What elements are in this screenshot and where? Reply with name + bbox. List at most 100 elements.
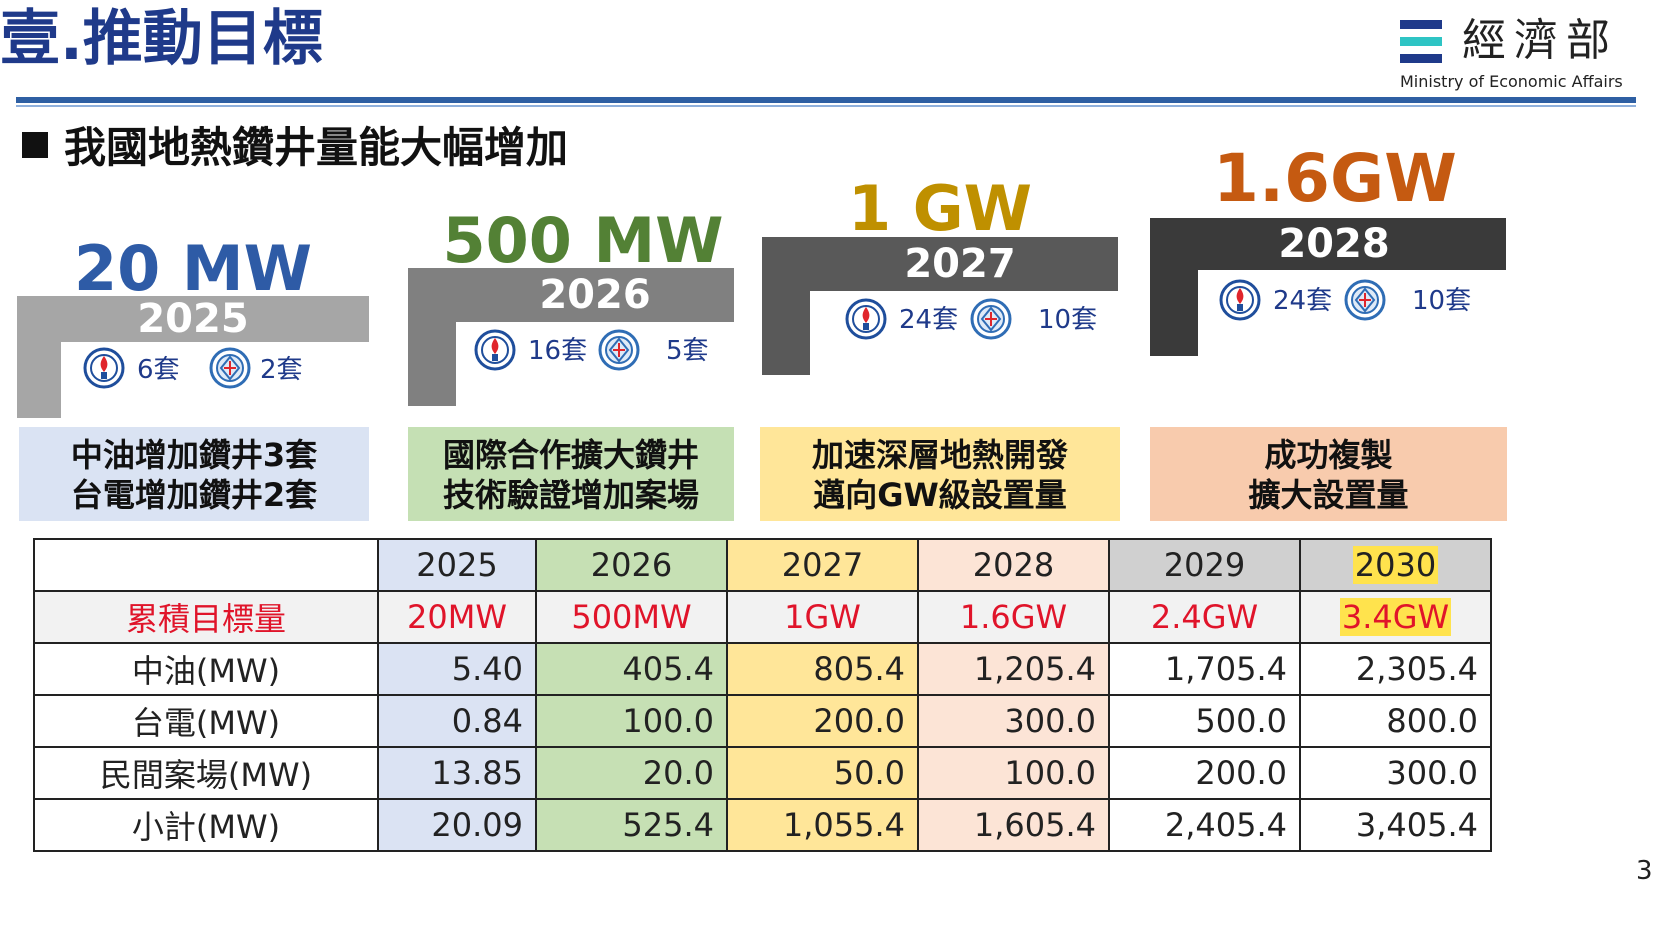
cell: 500MW (535, 590, 728, 644)
goal-line-1: 成功複製 (1264, 436, 1393, 474)
cell: 20.09 (377, 798, 537, 852)
row-label: 中油(MW) (33, 642, 379, 696)
year-header-2026: 2026 (535, 538, 728, 592)
cell: 200.0 (1108, 746, 1301, 800)
highlight-3.4gw: 3.4GW (1339, 598, 1452, 636)
cpc-emblem-icon (83, 347, 125, 389)
cell: 3.4GW (1299, 590, 1492, 644)
milestone-year-2025: 2025 (137, 296, 249, 342)
cell: 100.0 (535, 694, 728, 748)
cell: 13.85 (377, 746, 537, 800)
milestone-target-2027: 1 GW (847, 172, 1032, 245)
cpc-count-2028: 24套 (1273, 286, 1333, 316)
cell: 1,205.4 (917, 642, 1110, 696)
table-row: 民間案場(MW) 13.85 20.0 50.0 100.0 200.0 300… (33, 746, 1492, 800)
cell: 3,405.4 (1299, 798, 1492, 852)
section-subtitle: 我國地熱鑽井量能大幅增加 (22, 118, 568, 178)
goal-box-2026: 國際合作擴大鑽井 技術驗證增加案場 (408, 427, 734, 521)
cell: 1GW (726, 590, 919, 644)
cell: 2.4GW (1108, 590, 1301, 644)
taipower-count-2027: 10套 (1038, 305, 1098, 335)
cell: 20MW (377, 590, 537, 644)
cell: 800.0 (1299, 694, 1492, 748)
cpc-count-2026: 16套 (528, 336, 588, 366)
cpc-count-2027: 24套 (899, 305, 959, 335)
milestone-stair-2025: 2025 (17, 296, 369, 418)
cell: 20.0 (535, 746, 728, 800)
cell: 805.4 (726, 642, 919, 696)
goal-box-2027: 加速深層地熱開發 邁向GW級設置量 (760, 427, 1120, 521)
cell: 525.4 (535, 798, 728, 852)
cell: 5.40 (377, 642, 537, 696)
logo-chinese-name: 經濟部 (1462, 15, 1618, 66)
goal-line-1: 國際合作擴大鑽井 (442, 436, 699, 474)
header-divider-thin (16, 105, 1636, 107)
goal-box-2028: 成功複製 擴大設置量 (1150, 427, 1507, 521)
goal-line-2: 技術驗證增加案場 (442, 476, 699, 514)
year-header-2029: 2029 (1108, 538, 1301, 592)
table-row: 中油(MW) 5.40 405.4 805.4 1,205.4 1,705.4 … (33, 642, 1492, 696)
table-corner-cell (33, 538, 379, 592)
cell: 2,305.4 (1299, 642, 1492, 696)
targets-table: 2025 2026 2027 2028 2029 2030 累積目標量 20MW… (33, 538, 1492, 852)
cell: 500.0 (1108, 694, 1301, 748)
taipower-emblem-icon (598, 329, 640, 371)
goal-line-2: 邁向GW級設置量 (813, 476, 1067, 514)
header-divider (16, 97, 1636, 103)
table-row: 小計(MW) 20.09 525.4 1,055.4 1,605.4 2,405… (33, 798, 1492, 852)
milestone-stair-2027: 2027 (762, 237, 1118, 375)
cell: 300.0 (1299, 746, 1492, 800)
taipower-count-2025: 2套 (260, 355, 303, 385)
cell: 405.4 (535, 642, 728, 696)
milestone-year-2027: 2027 (904, 241, 1016, 287)
page-number: 3 (1636, 856, 1653, 886)
cell: 0.84 (377, 694, 537, 748)
goal-line-1: 加速深層地熱開發 (811, 436, 1068, 474)
table-header-row: 2025 2026 2027 2028 2029 2030 (33, 538, 1492, 592)
year-header-2030: 2030 (1299, 538, 1492, 592)
bullet-square-icon (22, 132, 48, 158)
slide-title: 壹.推動目標 (0, 4, 323, 74)
cell: 1,605.4 (917, 798, 1110, 852)
goal-box-2025: 中油增加鑽井3套 台電增加鑽井2套 (19, 427, 369, 521)
cpc-count-2025: 6套 (137, 355, 180, 385)
milestone-year-2026: 2026 (539, 272, 651, 318)
highlight-2030: 2030 (1352, 546, 1439, 584)
milestone-target-2026: 500 MW (442, 204, 724, 277)
milestone-year-2028: 2028 (1278, 221, 1390, 267)
taipower-count-2026: 5套 (666, 336, 709, 366)
table-row: 台電(MW) 0.84 100.0 200.0 300.0 500.0 800.… (33, 694, 1492, 748)
cell: 100.0 (917, 746, 1110, 800)
milestone-target-2028: 1.6GW (1213, 140, 1457, 217)
milestone-stair-2028: 2028 (1150, 218, 1506, 356)
row-label: 台電(MW) (33, 694, 379, 748)
cpc-emblem-icon (474, 329, 516, 371)
row-label: 小計(MW) (33, 798, 379, 852)
cell: 50.0 (726, 746, 919, 800)
milestone-target-2025: 20 MW (74, 232, 312, 305)
cpc-emblem-icon (845, 298, 887, 340)
goal-line-2: 台電增加鑽井2套 (70, 476, 318, 514)
row-label: 民間案場(MW) (33, 746, 379, 800)
cell: 2,405.4 (1108, 798, 1301, 852)
ministry-logo: 經濟部 Ministry of Economic Affairs (1380, 8, 1650, 98)
subtitle-text: 我國地熱鑽井量能大幅增加 (64, 123, 569, 172)
year-header-2025: 2025 (377, 538, 537, 592)
row-label: 累積目標量 (33, 590, 379, 644)
cell: 1.6GW (917, 590, 1110, 644)
goal-line-1: 中油增加鑽井3套 (70, 436, 318, 474)
table-row-cumulative: 累積目標量 20MW 500MW 1GW 1.6GW 2.4GW 3.4GW (33, 590, 1492, 644)
cpc-emblem-icon (1219, 279, 1261, 321)
cell: 1,705.4 (1108, 642, 1301, 696)
taipower-emblem-icon (1344, 279, 1386, 321)
ministry-mark-icon (1400, 20, 1442, 64)
milestone-stair-2026: 2026 (408, 268, 734, 406)
year-header-2027: 2027 (726, 538, 919, 592)
taipower-emblem-icon (209, 347, 251, 389)
cell: 200.0 (726, 694, 919, 748)
cell: 300.0 (917, 694, 1110, 748)
year-header-2028: 2028 (917, 538, 1110, 592)
taipower-count-2028: 10套 (1412, 286, 1472, 316)
logo-english-name: Ministry of Economic Affairs (1400, 72, 1623, 91)
taipower-emblem-icon (970, 298, 1012, 340)
